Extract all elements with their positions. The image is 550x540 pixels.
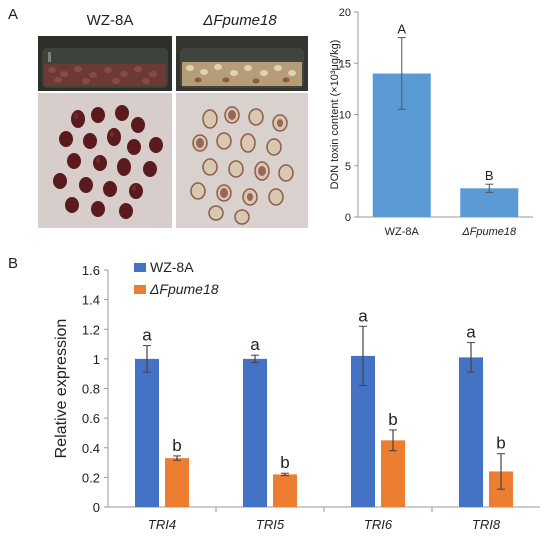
y-tick-label: 0.8 bbox=[82, 382, 100, 397]
y-tick-label: 0 bbox=[93, 500, 100, 515]
y-tick-label: 1.4 bbox=[82, 293, 100, 308]
y-tick-label: 0.6 bbox=[82, 411, 100, 426]
y-tick-label: 15 bbox=[339, 58, 351, 70]
y-tick-label: 1.2 bbox=[82, 322, 100, 337]
bar bbox=[459, 357, 483, 507]
photo-mutant-kernels bbox=[176, 93, 308, 228]
photo-wz8a-flask bbox=[38, 36, 172, 91]
significance-label: a bbox=[142, 326, 152, 345]
y-tick-label: 0.4 bbox=[82, 441, 100, 456]
bar bbox=[460, 188, 519, 217]
significance-label: b bbox=[280, 453, 289, 472]
photo-label-mutant: ΔFpume18 bbox=[203, 12, 277, 29]
significance-label: b bbox=[172, 436, 181, 455]
x-tick-label: TRI5 bbox=[256, 517, 285, 532]
y-tick-label: 5 bbox=[345, 161, 351, 173]
y-axis-title: DON toxin content (×10³μg/kg) bbox=[329, 40, 341, 190]
significance-label: B bbox=[485, 168, 494, 183]
x-tick-label: TRI6 bbox=[364, 517, 393, 532]
x-tick-label: TRI8 bbox=[472, 517, 501, 532]
significance-label: a bbox=[358, 306, 368, 325]
y-axis-title: Relative expression bbox=[53, 319, 70, 459]
panel-b-label: B bbox=[8, 255, 19, 272]
photo-label-wz8a: WZ-8A bbox=[86, 12, 134, 29]
significance-label: A bbox=[397, 22, 406, 37]
legend-label: WZ-8A bbox=[150, 259, 194, 275]
x-tick-label: TRI4 bbox=[148, 517, 176, 532]
bar bbox=[165, 458, 189, 507]
significance-label: b bbox=[496, 434, 505, 453]
legend-swatch bbox=[134, 263, 146, 272]
y-tick-label: 20 bbox=[339, 7, 351, 19]
y-tick-label: 0.2 bbox=[82, 470, 100, 485]
legend-label: ΔFpume18 bbox=[149, 281, 219, 297]
legend-swatch bbox=[134, 285, 146, 294]
y-tick-label: 1.6 bbox=[82, 263, 100, 278]
significance-label: b bbox=[388, 410, 397, 429]
y-tick-label: 10 bbox=[339, 110, 351, 122]
y-tick-label: 1 bbox=[93, 352, 100, 367]
y-tick-label: 0 bbox=[345, 212, 351, 224]
significance-label: a bbox=[250, 335, 260, 354]
photo-mutant-flask bbox=[176, 36, 308, 91]
panel-a-label: A bbox=[8, 6, 19, 23]
photo-wz8a-kernels bbox=[38, 93, 172, 228]
x-tick-label: ΔFpume18 bbox=[461, 226, 517, 238]
bar bbox=[273, 474, 297, 507]
bar bbox=[243, 358, 267, 507]
bar bbox=[135, 358, 159, 507]
significance-label: a bbox=[466, 323, 476, 342]
x-tick-label: WZ-8A bbox=[385, 226, 420, 238]
bar bbox=[381, 440, 405, 507]
